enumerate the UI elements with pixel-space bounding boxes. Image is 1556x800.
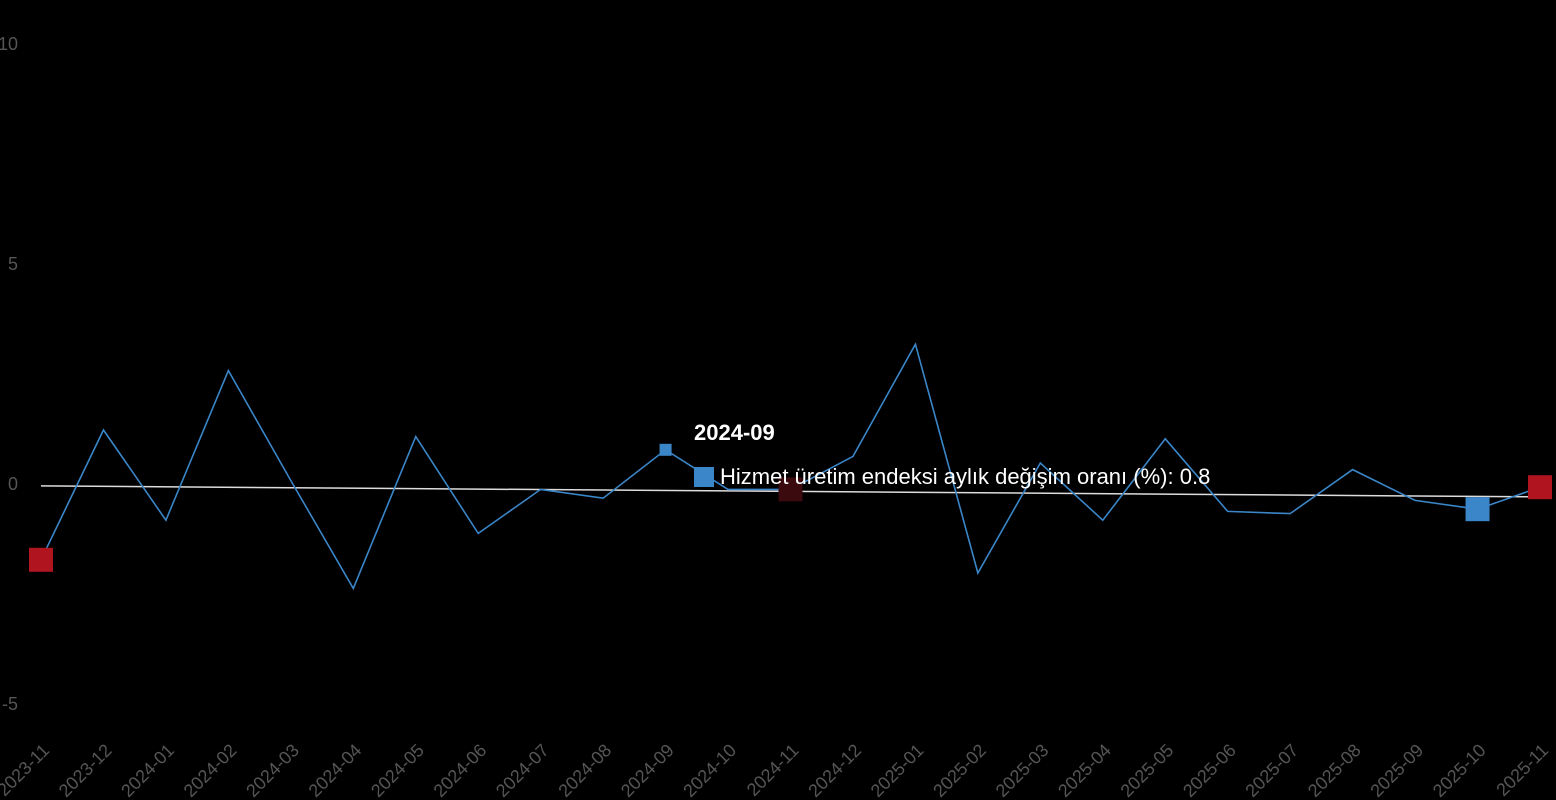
x-tick-label: 2025-05 bbox=[1117, 740, 1178, 800]
x-tick-label: 2024-04 bbox=[305, 740, 366, 800]
x-tick-label: 2025-02 bbox=[929, 740, 990, 800]
x-tick-label: 2024-03 bbox=[242, 740, 303, 800]
point-marker bbox=[1465, 497, 1490, 522]
x-tick-label: 2024-11 bbox=[743, 740, 803, 800]
x-tick-label: 2024-05 bbox=[367, 740, 428, 800]
x-tick-label: 2024-01 bbox=[117, 740, 178, 800]
y-tick-label: 5 bbox=[8, 254, 18, 274]
line-series bbox=[40, 342, 1541, 591]
x-tick-label: 2024-08 bbox=[554, 740, 615, 800]
point-marker bbox=[29, 547, 53, 572]
x-tick-label: 2025-04 bbox=[1054, 740, 1115, 800]
y-tick-label: 0 bbox=[8, 474, 18, 494]
x-tick-label: 2025-10 bbox=[1429, 740, 1490, 800]
x-tick-label: 2024-07 bbox=[492, 740, 553, 800]
y-tick-label: -5 bbox=[2, 694, 18, 714]
x-tick-label: 2025-09 bbox=[1366, 740, 1427, 800]
x-tick-label: 2025-11 bbox=[1492, 740, 1552, 800]
x-tick-label: 2025-01 bbox=[867, 740, 928, 800]
hover-marker bbox=[659, 443, 672, 456]
x-tick-label: 2024-09 bbox=[617, 740, 678, 800]
y-tick-label: 10 bbox=[0, 34, 18, 54]
x-tick-label: 2023-12 bbox=[55, 740, 116, 800]
x-tick-label: 2024-06 bbox=[430, 740, 491, 800]
point-marker bbox=[778, 477, 803, 502]
x-tick-label: 2025-08 bbox=[1304, 740, 1365, 800]
x-tick-label: 2024-10 bbox=[679, 740, 740, 800]
x-tick-label: 2024-02 bbox=[180, 740, 241, 800]
x-tick-label: 2025-03 bbox=[992, 740, 1053, 800]
x-tick-label: 2023-11 bbox=[0, 740, 53, 800]
point-marker bbox=[1528, 475, 1552, 500]
x-tick-label: 2025-07 bbox=[1241, 740, 1302, 800]
x-tick-label: 2024-12 bbox=[804, 740, 865, 800]
x-tick-label: 2025-06 bbox=[1179, 740, 1240, 800]
